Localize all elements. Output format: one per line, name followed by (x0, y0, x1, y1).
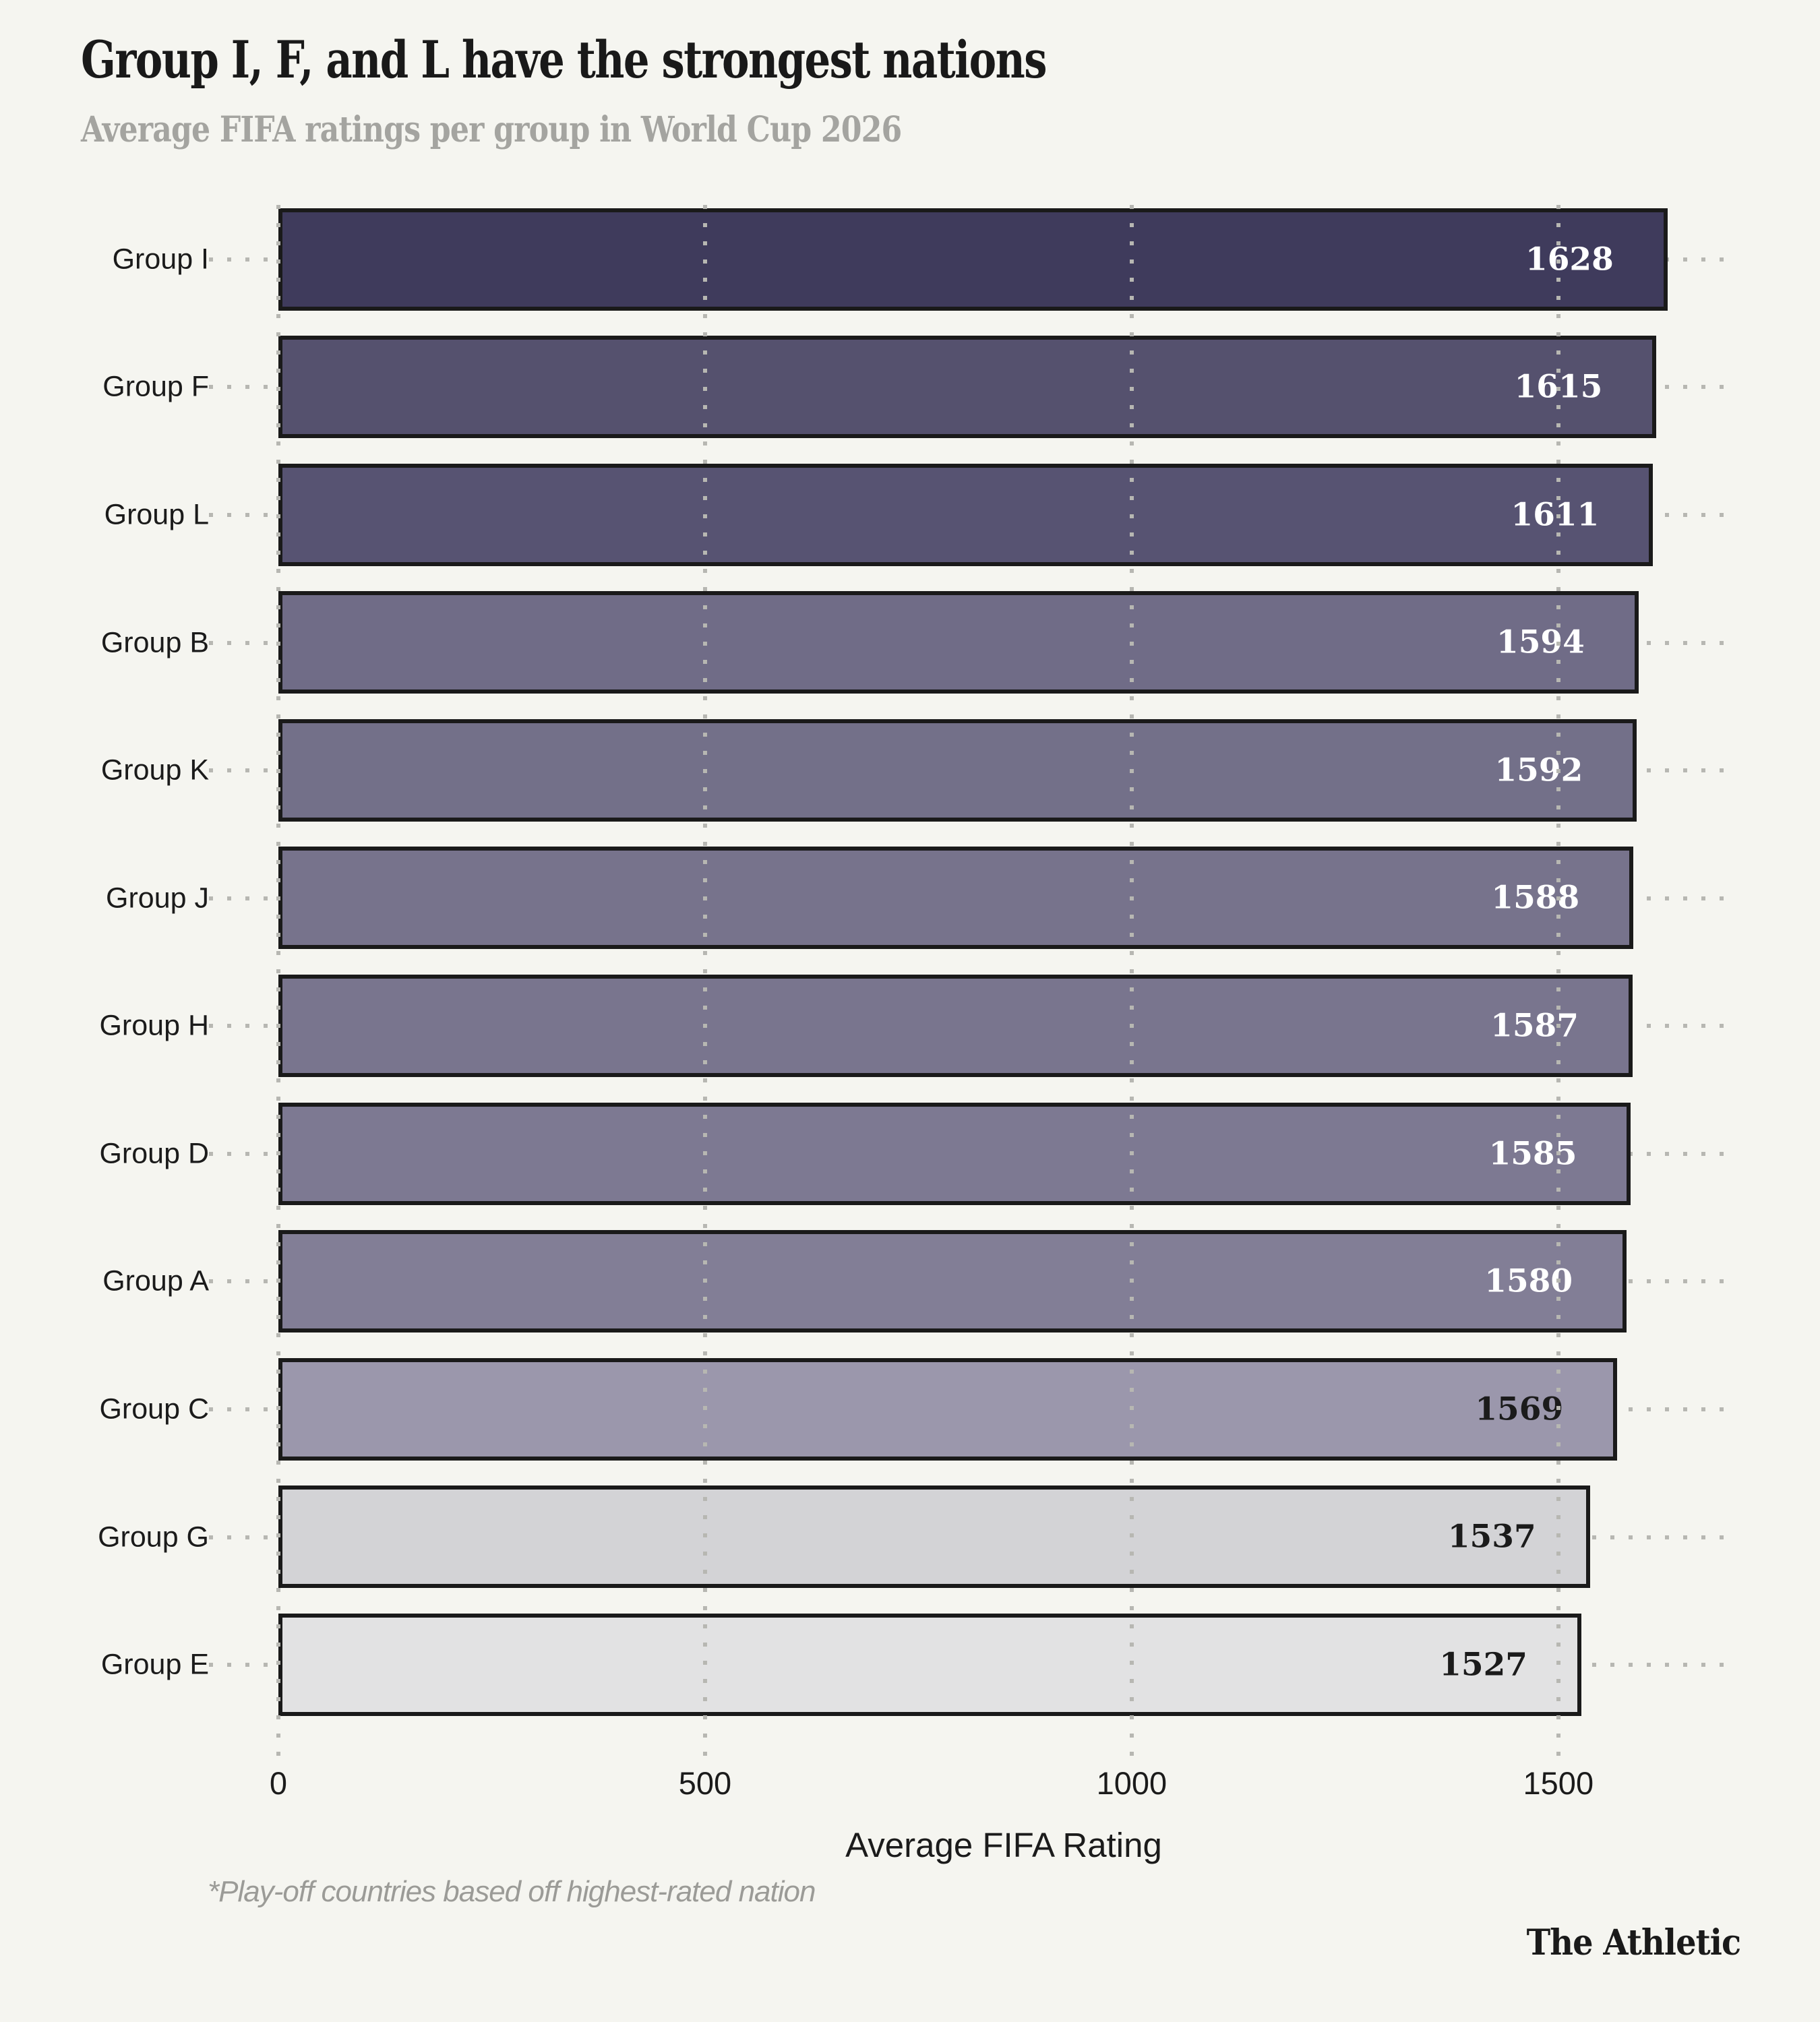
bar: 1580 (278, 1230, 1627, 1333)
x-axis-title: Average FIFA Rating (845, 1826, 1162, 1864)
chart-footnote: *Play-off countries based off highest-ra… (208, 1875, 816, 1908)
bar-row: Group A 1580 (102, 1218, 1729, 1346)
x-tick-label: 500 (678, 1765, 732, 1801)
bar-row: Group F 1615 (102, 324, 1729, 452)
bar-row: Group B 1594 (101, 579, 1729, 707)
bar-value-label: 1527 (1439, 1646, 1527, 1684)
bar-row: Group K 1592 (101, 706, 1729, 834)
bar-row: Group L 1611 (104, 451, 1729, 579)
bar: 1569 (278, 1357, 1618, 1461)
bar-value-label: 1587 (1490, 1007, 1579, 1045)
x-tick-label: 1000 (1096, 1765, 1167, 1801)
bar: 1628 (278, 208, 1668, 311)
category-label: Group H (99, 1009, 209, 1042)
bar: 1587 (278, 974, 1633, 1077)
x-tick-label: 1500 (1523, 1765, 1594, 1801)
category-label: Group D (99, 1137, 209, 1170)
category-label: Group I (112, 243, 209, 276)
category-label: Group C (99, 1392, 209, 1426)
category-label: Group L (104, 498, 209, 531)
category-label: Group F (102, 370, 209, 403)
bar: 1527 (278, 1613, 1581, 1716)
bar-value-label: 1580 (1484, 1262, 1573, 1300)
bar: 1537 (278, 1485, 1590, 1589)
chart-subtitle: Average FIFA ratings per group in World … (81, 109, 902, 150)
bar-value-label: 1611 (1511, 496, 1600, 534)
bar-value-label: 1569 (1475, 1390, 1564, 1428)
bar-row: Group C 1569 (99, 1345, 1729, 1473)
bar-value-label: 1594 (1496, 623, 1585, 661)
category-label: Group B (100, 626, 209, 659)
publisher-logo: The Athletic (1526, 1922, 1741, 1963)
bar-value-label: 1628 (1525, 241, 1614, 278)
bar-row: Group E 1527 (101, 1601, 1729, 1729)
bar-row: Group G 1537 (98, 1473, 1729, 1601)
x-tick-label: 0 (269, 1765, 288, 1801)
bar: 1585 (278, 1102, 1631, 1205)
bar-row: Group H 1587 (99, 962, 1729, 1090)
bar-value-label: 1588 (1491, 879, 1580, 917)
bar-value-label: 1537 (1447, 1518, 1536, 1556)
bar-value-label: 1592 (1494, 752, 1583, 789)
category-label: Group K (100, 754, 209, 787)
bar-row: Group J 1588 (106, 834, 1729, 962)
bar: 1592 (278, 718, 1637, 822)
bar: 1615 (278, 336, 1657, 439)
chart-title: Group I, F, and L have the strongest nat… (81, 30, 1047, 90)
bar-value-label: 1615 (1514, 368, 1603, 406)
bar: 1588 (278, 847, 1634, 950)
category-label: Group J (106, 882, 209, 915)
plot-area: Group I 1628 Group F 1615 Group L 1611 Group B… (98, 195, 1729, 1729)
bar: 1611 (278, 463, 1654, 566)
category-label: Group E (100, 1648, 209, 1681)
bar-row: Group I 1628 (113, 195, 1729, 324)
category-label: Group A (102, 1264, 209, 1297)
bar: 1594 (278, 591, 1639, 694)
bar-row: Group D 1585 (99, 1090, 1729, 1218)
category-label: Group G (98, 1521, 209, 1554)
bar-value-label: 1585 (1488, 1135, 1577, 1173)
